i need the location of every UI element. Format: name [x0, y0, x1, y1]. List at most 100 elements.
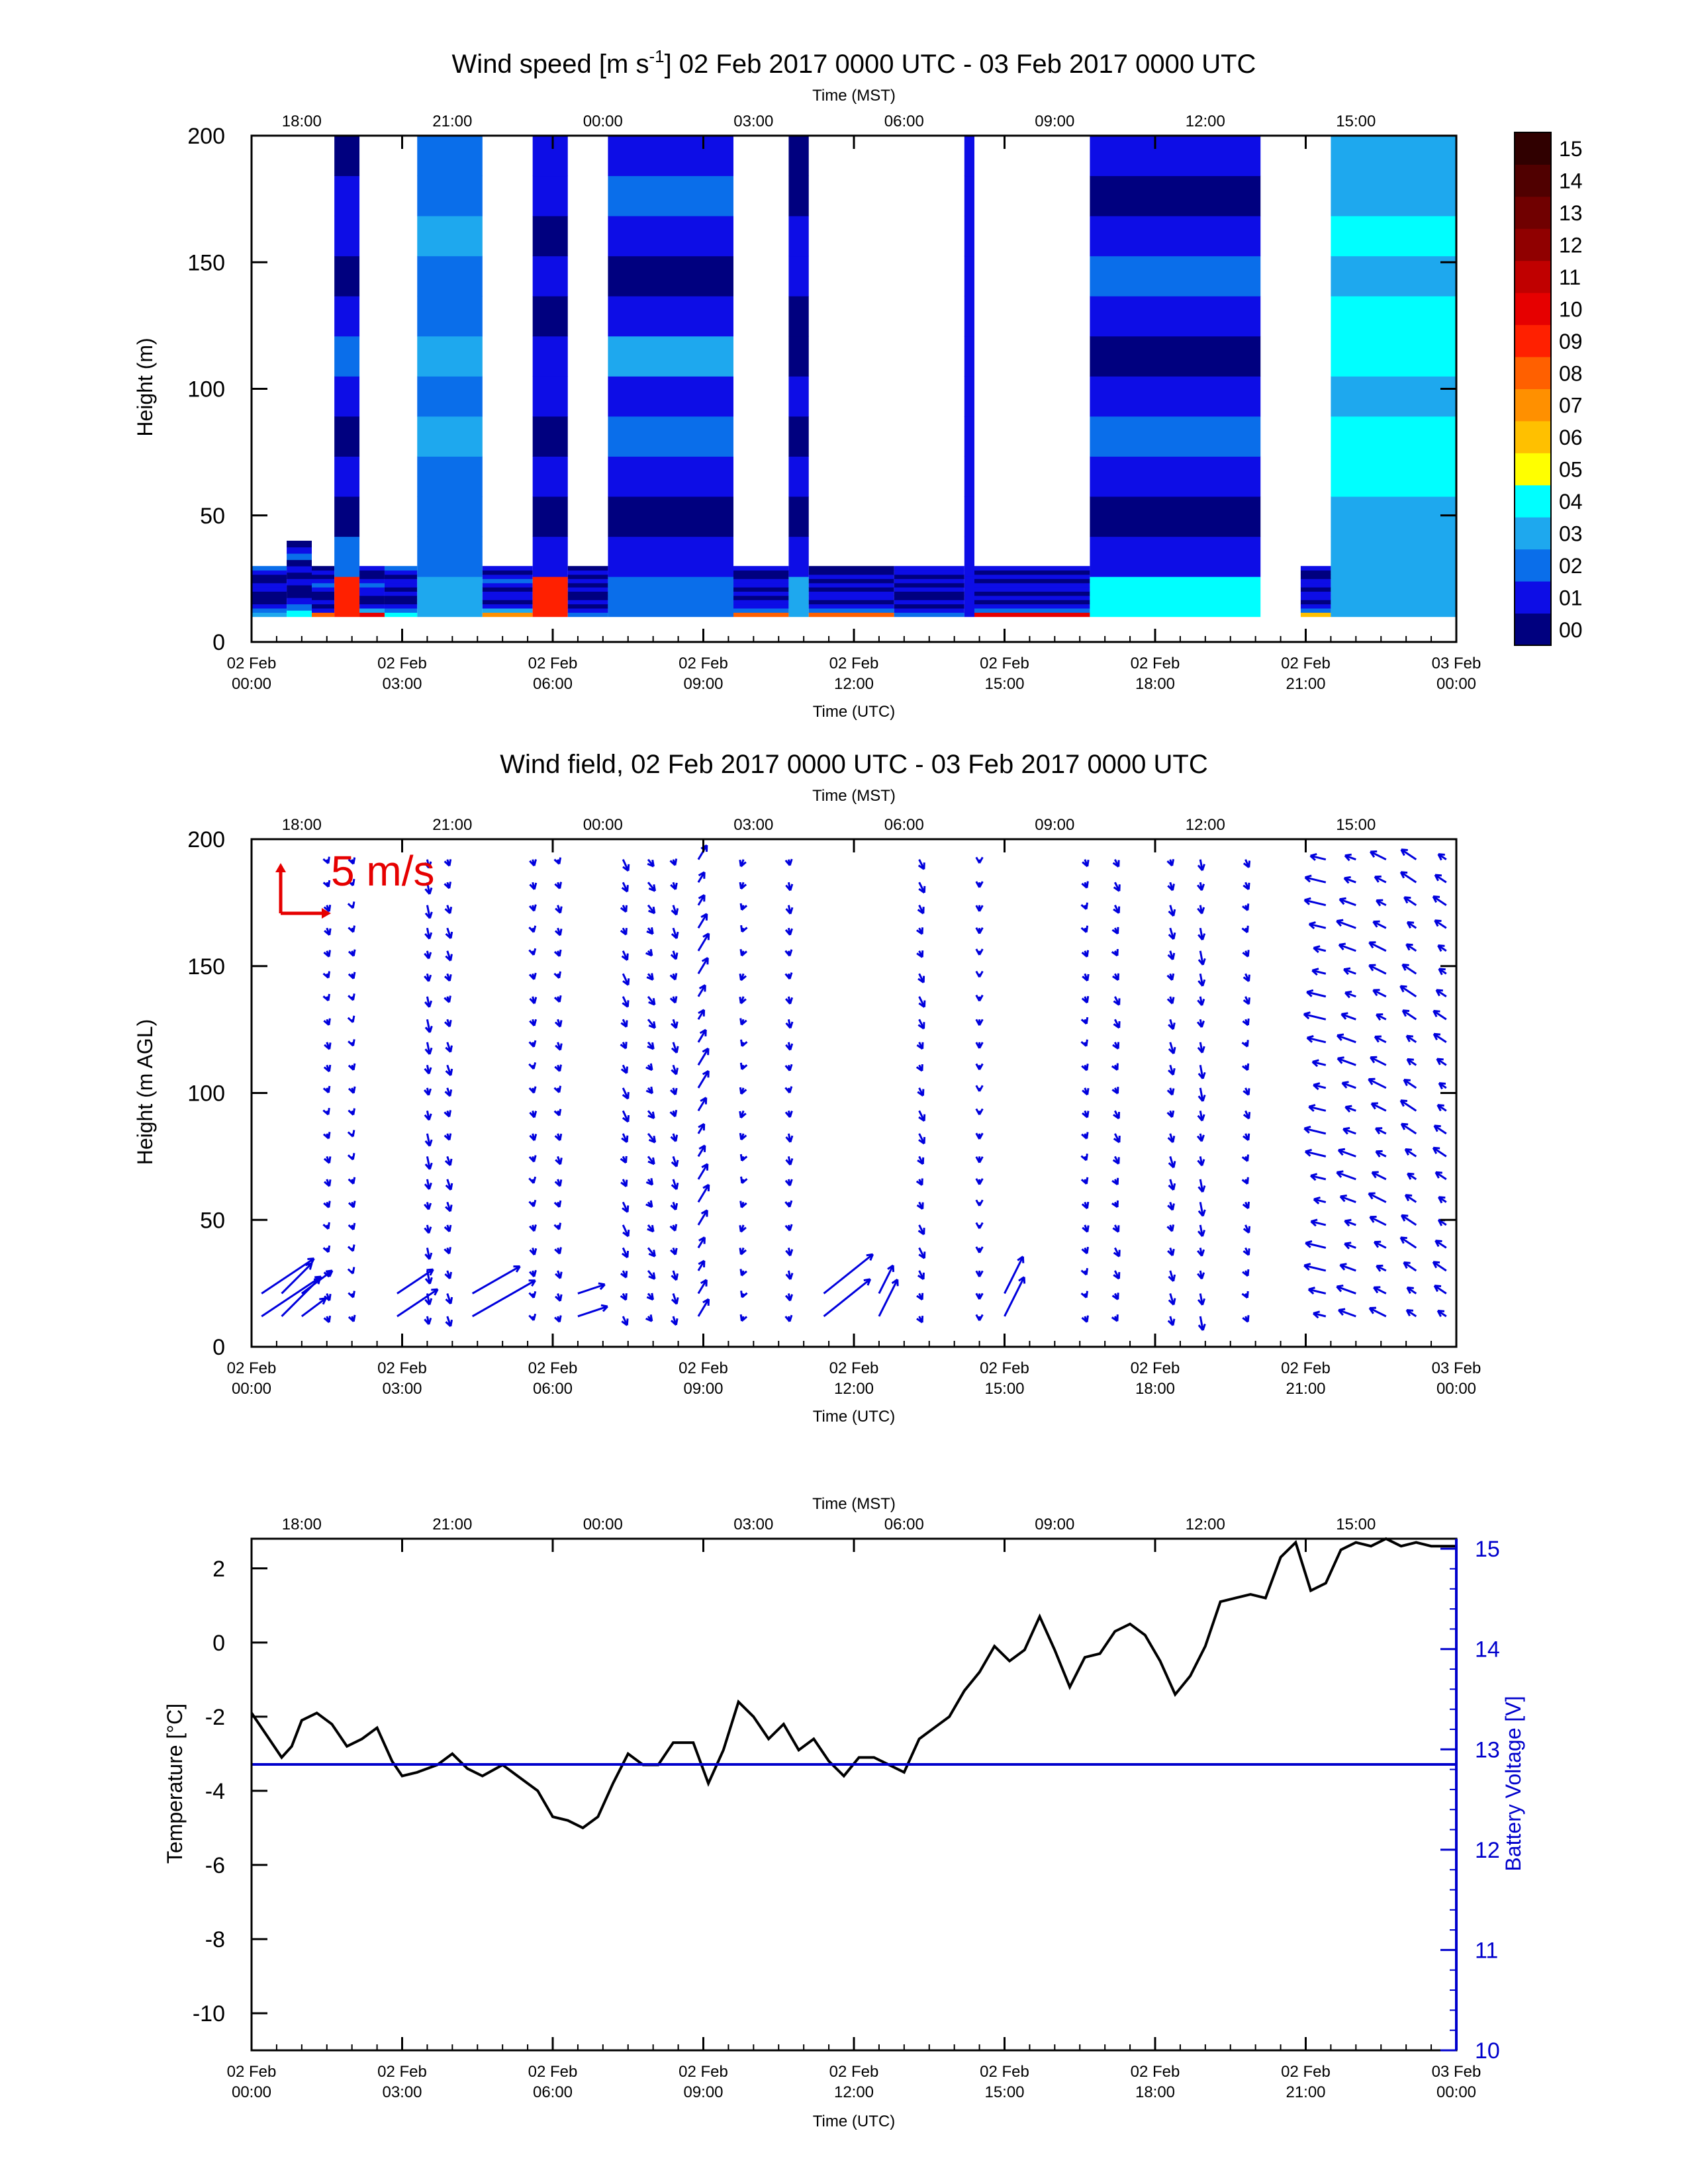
wind-vector-head	[1248, 860, 1251, 868]
wind-vector-head	[558, 1200, 562, 1208]
wind-vector-head	[1400, 1123, 1406, 1130]
wind-speed-cell	[482, 595, 533, 600]
wind-speed-cell	[567, 600, 608, 605]
wind-speed-utc-tick-time: 15:00	[984, 675, 1024, 693]
wind-speed-cell	[808, 604, 894, 609]
temperature-utc-tick-day: 02 Feb	[1131, 2063, 1180, 2081]
wind-vector-head	[1201, 1249, 1205, 1257]
wind-vector	[1342, 1081, 1356, 1089]
wind-speed-cell	[808, 612, 894, 617]
wind-vector-head	[327, 1245, 331, 1253]
wind-speed-cell	[608, 456, 733, 497]
wind-vector-head	[627, 864, 630, 871]
wind-vector-head	[978, 1132, 984, 1140]
wind-vector-head	[1432, 1261, 1438, 1269]
wind-speed-cell	[287, 559, 312, 567]
wind-speed-cell	[417, 456, 483, 497]
wind-vector-head	[352, 1108, 355, 1115]
wind-vector-head	[1313, 1198, 1320, 1205]
wind-vector-head	[627, 1092, 630, 1099]
wind-vector-head	[978, 1042, 984, 1049]
wind-speed-cell	[334, 376, 360, 417]
wind-speed-utc-tick-time: 09:00	[683, 675, 723, 693]
wind-vector	[1434, 874, 1447, 884]
wind-vector-head	[702, 1298, 710, 1304]
wind-vector-head	[1376, 1265, 1382, 1272]
wind-vector-head	[319, 1297, 326, 1300]
wind-speed-utc-tick-day: 02 Feb	[679, 655, 728, 672]
wind-vector-head	[674, 973, 678, 980]
colorbar-swatch	[1515, 324, 1551, 357]
wind-vector-head	[1308, 923, 1315, 930]
wind-vector-head	[428, 932, 433, 940]
wind-speed-utc-tick-day: 02 Feb	[528, 655, 578, 672]
wind-speed-cell	[964, 376, 974, 417]
wind-field-utc-tick-day: 03 Feb	[1432, 1359, 1481, 1377]
wind-speed-cell	[252, 600, 287, 605]
wind-vector-head	[533, 1248, 538, 1255]
wind-vector-head	[449, 1319, 453, 1327]
wind-vector	[697, 913, 708, 929]
wind-vector	[426, 1019, 431, 1033]
wind-vector	[1308, 1105, 1327, 1112]
wind-vector	[1374, 876, 1387, 884]
wind-speed-utc-tick-day: 02 Feb	[377, 655, 427, 672]
wind-vector-head	[652, 998, 656, 1005]
wind-speed-cell	[482, 612, 533, 617]
wind-vector-head	[649, 1200, 653, 1208]
battery-y-tick-label: 13	[1475, 1737, 1500, 1762]
wind-speed-cell	[608, 336, 733, 377]
wind-vector-head	[1247, 1133, 1250, 1140]
wind-speed-cell	[788, 336, 809, 377]
wind-vector-head	[1405, 1309, 1411, 1317]
wind-speed-cell	[312, 578, 335, 584]
wind-speed-cell	[974, 587, 1090, 592]
wind-speed-cell	[1300, 578, 1331, 584]
wind-speed-cell	[788, 456, 809, 497]
wind-vector-head	[449, 1205, 453, 1212]
wind-vector-head	[1373, 1287, 1379, 1294]
wind-vector-head	[532, 948, 537, 956]
wind-vector-head	[978, 948, 984, 956]
colorbar-swatch	[1515, 196, 1551, 229]
wind-vector	[1340, 1263, 1356, 1272]
wind-vector	[1432, 1010, 1447, 1021]
wind-vector-head	[1303, 1265, 1310, 1271]
wind-speed-cell	[894, 582, 964, 588]
wind-vector-head	[1201, 1230, 1205, 1237]
wind-speed-cell	[974, 566, 1090, 571]
wind-vector	[1401, 1214, 1417, 1226]
wind-vector-head	[887, 1264, 894, 1270]
temperature-mst-tick-label: 21:00	[432, 1516, 472, 1533]
temperature-utc-tick-day: 02 Feb	[679, 2063, 728, 2081]
wind-vector-head	[1086, 1064, 1089, 1071]
wind-vector	[697, 1163, 709, 1180]
wind-vector	[1199, 1179, 1204, 1193]
wind-vector-head	[1336, 1034, 1342, 1042]
wind-speed-cell	[974, 595, 1090, 600]
wind-vector	[1336, 1034, 1356, 1044]
wind-vector-head	[1344, 1106, 1351, 1113]
wind-vector-head	[1400, 848, 1405, 856]
wind-vector-head	[352, 1291, 355, 1298]
wind-field-title: Wind field, 02 Feb 2017 0000 UTC - 03 Fe…	[500, 750, 1208, 779]
wind-vector-head	[978, 1293, 984, 1300]
wind-vector-head	[1171, 973, 1175, 981]
wind-speed-cell	[808, 591, 894, 596]
wind-vector-head	[1086, 995, 1090, 1003]
wind-vector-head	[978, 1178, 984, 1185]
wind-speed-cell	[384, 604, 418, 609]
wind-speed-cell	[334, 456, 360, 497]
wind-speed-cell	[334, 496, 360, 537]
wind-speed-cell	[733, 604, 789, 609]
wind-speed-cell	[974, 600, 1090, 605]
wind-speed-cell	[788, 536, 809, 577]
wind-vector	[1434, 1240, 1447, 1249]
wind-vector	[1304, 1127, 1327, 1135]
wind-vector	[1374, 1036, 1387, 1044]
wind-vector-head	[675, 952, 679, 960]
wind-vector	[1309, 923, 1327, 929]
wind-vector-head	[1171, 1110, 1175, 1118]
wind-vector-head	[741, 950, 747, 957]
